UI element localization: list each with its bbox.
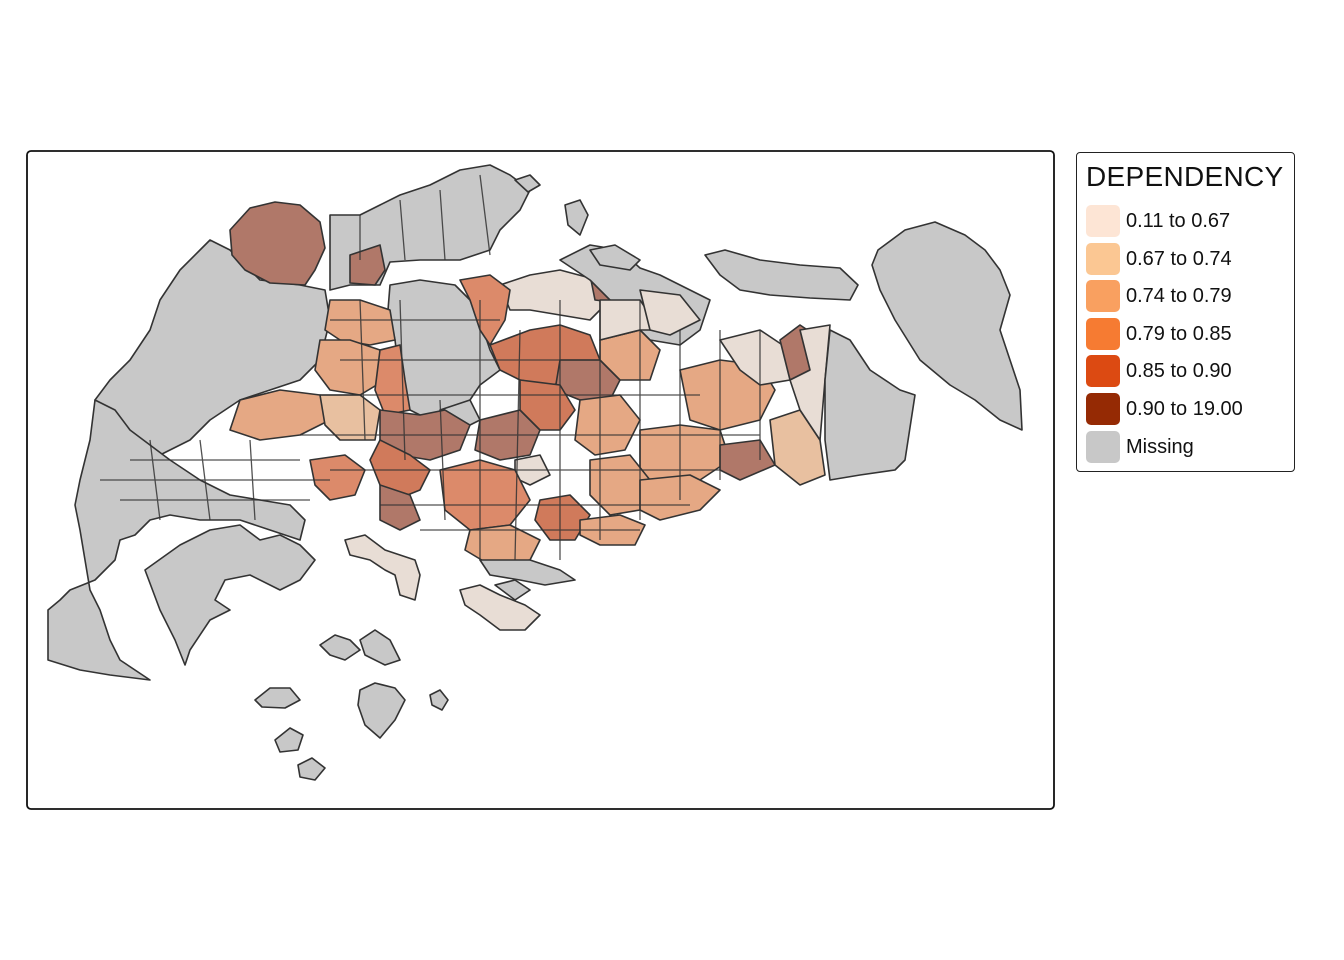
legend-swatch-2 bbox=[1086, 243, 1120, 275]
region-southern-island-7 bbox=[429, 689, 449, 711]
region-punggol bbox=[639, 289, 701, 336]
legend-item-5: 0.85 to 0.90 bbox=[1086, 355, 1286, 389]
region-lim-chu-kang bbox=[229, 201, 326, 286]
region-pulau-tekong bbox=[871, 221, 1023, 431]
legend-swatch-6 bbox=[1086, 393, 1120, 425]
legend-label-1: 0.11 to 0.67 bbox=[1126, 210, 1231, 232]
legend-swatch-3 bbox=[1086, 280, 1120, 312]
region-sentosa bbox=[459, 584, 541, 631]
legend-swatch-1 bbox=[1086, 205, 1120, 237]
region-southern-island-5 bbox=[274, 727, 304, 753]
region-southern-island-6 bbox=[297, 757, 326, 781]
region-southern-island-3 bbox=[254, 687, 301, 709]
region-islet-1 bbox=[564, 199, 589, 236]
map-legend: DEPENDENCY 0.11 to 0.67 0.67 to 0.74 0.7… bbox=[1076, 152, 1295, 472]
region-central-area bbox=[439, 459, 531, 531]
region-southern-island-4 bbox=[357, 682, 406, 739]
region-marina bbox=[534, 494, 591, 541]
legend-swatch-4 bbox=[1086, 318, 1120, 350]
legend-item-3: 0.74 to 0.79 bbox=[1086, 280, 1286, 314]
legend-item-4: 0.79 to 0.85 bbox=[1086, 318, 1286, 352]
region-jurong-island bbox=[144, 524, 316, 666]
legend-label-6: 0.90 to 19.00 bbox=[1126, 398, 1243, 420]
region-yishun bbox=[459, 274, 511, 346]
legend-label-7: Missing bbox=[1126, 436, 1194, 458]
region-tuas bbox=[47, 399, 306, 681]
region-coastal-grey bbox=[479, 559, 576, 586]
legend-label-3: 0.74 to 0.79 bbox=[1126, 285, 1232, 307]
region-pasir-panjang bbox=[344, 534, 421, 601]
legend-swatch-5 bbox=[1086, 355, 1120, 387]
region-bukit-merah bbox=[379, 484, 421, 531]
region-clementi bbox=[309, 454, 366, 501]
region-jurong-west bbox=[229, 389, 331, 441]
legend-swatch-7 bbox=[1086, 431, 1120, 463]
region-sembawang bbox=[349, 244, 386, 286]
legend-item-7: Missing bbox=[1086, 431, 1286, 465]
legend-title: DEPENDENCY bbox=[1086, 161, 1284, 192]
legend-item-6: 0.90 to 19.00 bbox=[1086, 393, 1286, 427]
region-coney-island bbox=[589, 244, 641, 271]
legend-label-5: 0.85 to 0.90 bbox=[1126, 360, 1232, 382]
region-pulau-ubin bbox=[704, 249, 859, 301]
region-woodlands bbox=[324, 299, 396, 346]
legend-item-2: 0.67 to 0.74 bbox=[1086, 243, 1286, 277]
legend-item-1: 0.11 to 0.67 bbox=[1086, 205, 1286, 239]
map-regions bbox=[47, 164, 1023, 781]
legend-label-4: 0.79 to 0.85 bbox=[1126, 323, 1232, 345]
region-bukit-panjang bbox=[374, 344, 411, 416]
region-sentosa-grey bbox=[494, 579, 531, 601]
region-islet-2 bbox=[514, 174, 541, 193]
legend-label-2: 0.67 to 0.74 bbox=[1126, 248, 1232, 270]
region-west-catchment bbox=[94, 239, 331, 461]
region-southern-island-1 bbox=[319, 634, 361, 661]
region-changi-airport bbox=[824, 329, 916, 481]
region-southern-island-2 bbox=[359, 629, 401, 666]
region-bukit-timah-grey bbox=[439, 399, 481, 426]
region-borders bbox=[100, 174, 761, 561]
region-choa-chu-kang bbox=[314, 339, 386, 396]
